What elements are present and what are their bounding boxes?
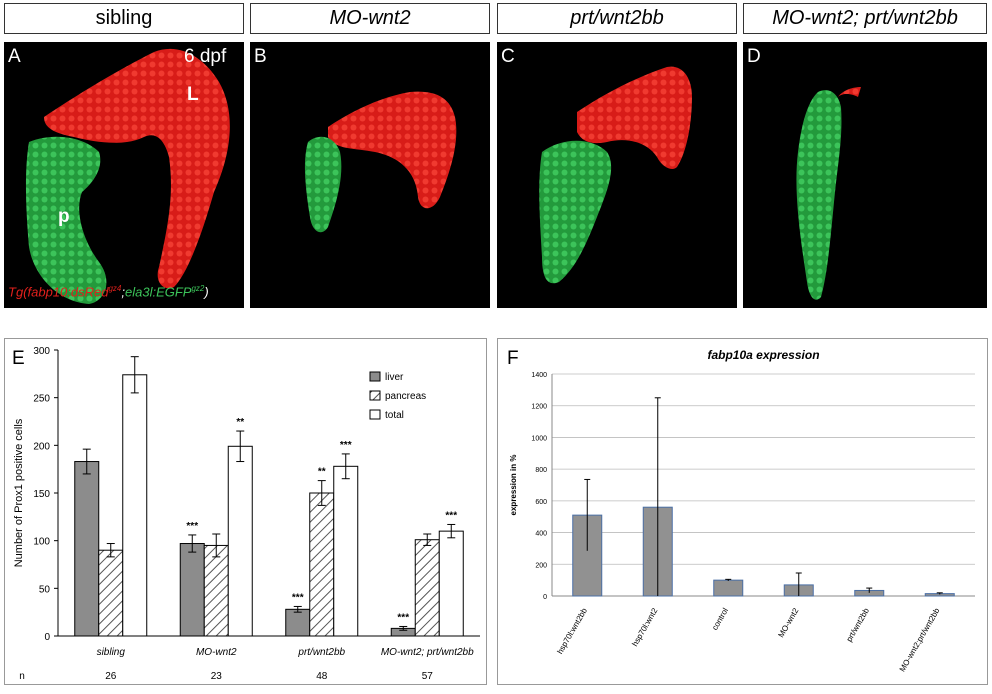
y-tick-label: 100: [33, 537, 50, 548]
micrograph-a: A 6 dpf L p Tg(fabp10:dsRedgz4;ela3l:EGF…: [4, 42, 244, 308]
chart-f-frame: [497, 338, 988, 685]
y-tick-label: 600: [535, 499, 547, 506]
bar-pancreas: [309, 492, 335, 637]
micrograph-a-image: [25, 48, 230, 304]
bar-total: [438, 530, 464, 637]
y-tick-label: 200: [33, 441, 50, 452]
category-label: MO-wnt2: [776, 606, 800, 639]
panel-letter-a: A: [8, 46, 21, 67]
significance-label: ***: [397, 612, 409, 623]
n-label: n: [19, 671, 25, 682]
transgene-close: ): [204, 284, 209, 300]
category-label: prt/wnt2bb: [845, 606, 872, 643]
transgene-green: ela3l:EGFP: [124, 284, 192, 300]
bar-pancreas: [98, 549, 124, 637]
y-tick-label: 400: [535, 531, 547, 538]
bar-total: [333, 465, 359, 637]
significance-label: ***: [292, 592, 304, 603]
chart-title: fabp10a expression: [707, 348, 819, 362]
n-value: 26: [105, 671, 117, 682]
y-tick-label: 1000: [531, 435, 547, 442]
y-tick-label: 50: [39, 584, 51, 595]
category-label: prt/wnt2bb: [297, 647, 345, 658]
panel-letter-b: B: [254, 46, 267, 67]
header-prt-wnt2bb: prt/wnt2bb: [497, 3, 737, 34]
pancreas-shape: [304, 136, 342, 233]
category-label: hsp70l:wnt2: [630, 606, 659, 648]
bar-total: [122, 374, 148, 637]
liver-shape: [577, 66, 692, 169]
y-tick-label: 200: [535, 562, 547, 569]
legend-swatch-liver: [369, 371, 381, 382]
micrograph-d-image: [796, 87, 861, 300]
header-mo-wnt2: MO-wnt2: [250, 3, 490, 34]
y-tick-label: 300: [33, 346, 50, 357]
micrograph-c-image: [539, 66, 692, 284]
bar: [713, 579, 744, 597]
legend-swatch-pancreas: [369, 390, 381, 401]
header-double: MO-wnt2; prt/wnt2bb: [743, 3, 987, 34]
significance-label: ***: [186, 521, 198, 532]
category-label: hsp70l:wnt2bb: [555, 606, 589, 656]
micrograph-c: C: [497, 42, 737, 308]
n-value: 57: [422, 671, 434, 682]
bar-total: [227, 445, 253, 637]
y-tick-label: 250: [33, 394, 50, 405]
bar-liver: [74, 461, 100, 637]
chart-e-frame: [4, 338, 487, 685]
y-axis-label: expression in %: [509, 455, 518, 516]
y-tick-label: 800: [535, 467, 547, 474]
significance-label: **: [318, 467, 326, 478]
category-label: sibling: [97, 647, 126, 658]
legend-label-liver: liver: [385, 372, 404, 383]
category-label: MO-wnt2: [196, 647, 237, 658]
n-value: 23: [211, 671, 223, 682]
y-axis-label: Number of Prox1 positive cells: [13, 418, 25, 567]
liver-shape: [44, 48, 230, 289]
category-label: MO-wnt2;prt/wnt2bb: [898, 606, 942, 673]
micrograph-b: B: [250, 42, 490, 308]
transgene-red-sup: gz4: [108, 284, 122, 293]
header-sibling: sibling: [4, 3, 244, 34]
transgene-sep: ;: [121, 284, 125, 300]
pancreas-shape: [796, 90, 842, 300]
panel-letter-e: E: [12, 348, 25, 369]
liver-shape: [838, 87, 861, 97]
y-tick-label: 1200: [531, 404, 547, 411]
pancreas-label: p: [58, 206, 70, 227]
y-tick-label: 150: [33, 489, 50, 500]
transgene-green-sup: gz2: [191, 284, 205, 293]
liver-shape: [328, 91, 457, 209]
bar-liver: [179, 543, 205, 637]
panel-letter-f: F: [507, 348, 519, 369]
category-label: control: [710, 606, 730, 631]
transgene-label: Tg(fabp10:dsRedgz4;ela3l:EGFPgz2): [8, 284, 209, 299]
bar-pancreas: [203, 544, 229, 637]
legend-label-pancreas: pancreas: [385, 391, 426, 402]
pancreas-shape: [25, 136, 107, 304]
transgene-red: Tg(fabp10:dsRed: [8, 284, 109, 300]
bar: [572, 514, 603, 597]
y-tick-label: 0: [543, 594, 547, 601]
micrograph-d: D: [743, 42, 987, 308]
y-tick-label: 0: [44, 632, 50, 643]
panel-letter-c: C: [501, 46, 515, 67]
n-value: 48: [316, 671, 328, 682]
panel-letter-d: D: [747, 46, 761, 67]
pancreas-shape: [539, 140, 612, 284]
y-tick-label: 1400: [531, 372, 547, 379]
legend-label-total: total: [385, 410, 404, 421]
category-label: MO-wnt2; prt/wnt2bb: [381, 647, 474, 658]
legend-swatch-total: [369, 409, 381, 420]
micrograph-b-image: [304, 91, 457, 233]
significance-label: **: [236, 417, 244, 428]
significance-label: ***: [340, 440, 352, 451]
age-label: 6 dpf: [184, 46, 227, 67]
significance-label: ***: [445, 510, 457, 521]
liver-label: L: [187, 84, 199, 105]
